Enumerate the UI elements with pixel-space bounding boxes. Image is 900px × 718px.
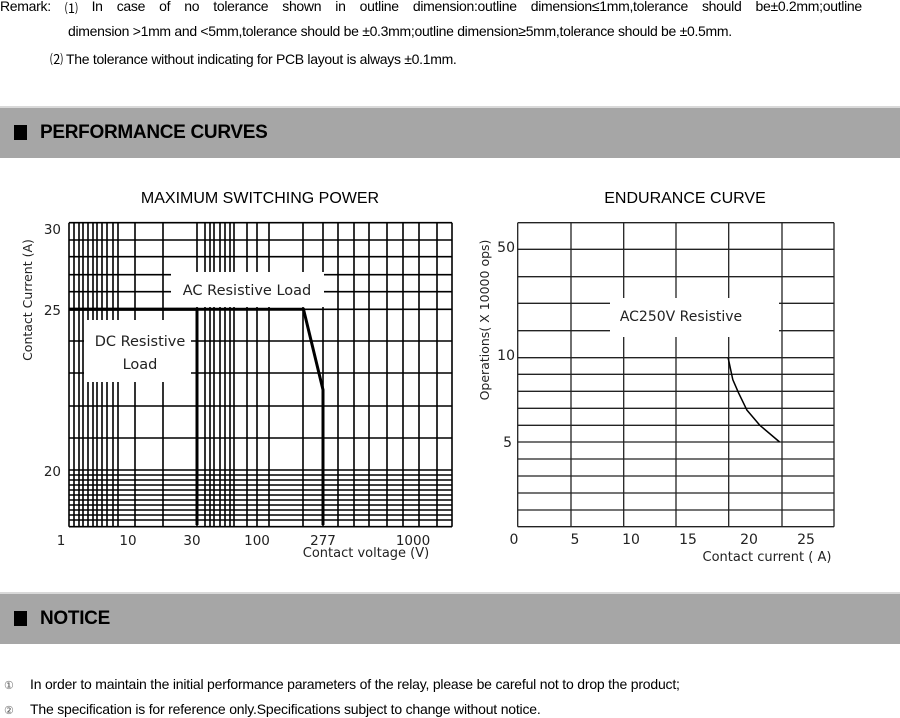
annotation-background xyxy=(610,298,779,337)
annotation-load: Load xyxy=(123,357,158,373)
remark-marker-2: ⑵ xyxy=(50,52,63,67)
x-tick-label: 10 xyxy=(119,533,136,549)
x-tick-label: 15 xyxy=(679,532,697,548)
y-axis-label: Operations( X 10000 ops) xyxy=(477,240,492,401)
y-tick-label: 10 xyxy=(497,348,515,364)
notice-header: NOTICE xyxy=(0,592,900,644)
performance-curves-header: PERFORMANCE CURVES xyxy=(0,106,900,158)
x-tick-label: 5 xyxy=(571,532,580,548)
annotation-background xyxy=(84,320,191,382)
y-axis-label: Contact Current (A) xyxy=(20,239,35,361)
grid xyxy=(517,222,835,528)
endurance-curve-line xyxy=(727,357,781,443)
x-tick-label: 20 xyxy=(740,532,758,548)
remark-word: of xyxy=(159,0,171,14)
remark-word: outline xyxy=(359,0,399,14)
remark-line-2: dimension >1mm and <5mm,tolerance should… xyxy=(68,23,732,39)
y-tick-label: 30 xyxy=(44,222,61,238)
notice-item-2-text: The specification is for reference only.… xyxy=(30,701,541,717)
x-tick-label: 1 xyxy=(57,533,66,549)
remark-word: no xyxy=(184,0,200,14)
max-switching-power-chart: MAXIMUM SWITCHING POWER Contact Current … xyxy=(20,190,453,561)
annotation-background xyxy=(171,272,324,307)
remark-word: be±0.2mm;outline xyxy=(755,0,863,14)
annotation-ac250v-resistive: AC250V Resistive xyxy=(620,309,742,325)
remark-marker-1: ⑴ xyxy=(64,1,78,16)
x-tick-label: 277 xyxy=(310,533,336,549)
x-axis-label: Contact current ( A) xyxy=(703,550,832,565)
x-tick-label: 1000 xyxy=(396,533,430,549)
x-tick-label: 100 xyxy=(244,533,270,549)
chart-title: ENDURANCE CURVE xyxy=(604,190,766,207)
notice-item-1-text: In order to maintain the initial perform… xyxy=(30,676,680,692)
annotation-dc-resistive: DC Resistive xyxy=(95,334,186,350)
square-bullet-icon xyxy=(14,125,27,140)
section-title: PERFORMANCE CURVES xyxy=(40,122,268,143)
remark-line-1: Remark: ⑴ In case of no tolerance shown in outl… xyxy=(0,0,862,17)
x-tick-label: 10 xyxy=(622,532,640,548)
x-tick-label: 0 xyxy=(510,532,519,548)
curve-line xyxy=(69,307,325,526)
annotation-ac-resistive-load: AC Resistive Load xyxy=(183,283,312,299)
endurance-curve-chart: ENDURANCE CURVE Operations( X 10000 ops)… xyxy=(477,190,835,565)
section-title: NOTICE xyxy=(40,608,110,629)
x-tick-label: 25 xyxy=(797,532,815,548)
remark-word: dimension:outline xyxy=(412,0,517,14)
remark-word: case xyxy=(116,0,146,14)
remark-word: in xyxy=(335,0,346,14)
notice-marker: ② xyxy=(4,705,14,717)
y-tick-label: 5 xyxy=(503,435,512,451)
x-axis-label: Contact voltage (V) xyxy=(303,546,429,561)
notice-item-2: ② xyxy=(4,701,14,717)
remark-word: In xyxy=(91,0,103,14)
y-tick-label: 50 xyxy=(497,240,515,256)
square-bullet-icon xyxy=(14,611,27,626)
remark-word: dimension≤1mm,tolerance xyxy=(530,0,689,14)
remark-prefix: Remark: xyxy=(0,0,51,14)
x-tick-label: 30 xyxy=(183,533,200,549)
notice-marker: ① xyxy=(4,680,14,692)
y-tick-label: 20 xyxy=(44,464,61,480)
remark-word: shown xyxy=(282,0,322,14)
remark-word: tolerance xyxy=(213,0,269,14)
y-tick-label: 25 xyxy=(44,303,61,319)
remark-item-2: ⑵ The tolerance without indicating for P… xyxy=(50,49,457,68)
notice-item-1: ① xyxy=(4,676,14,692)
remark-word: should xyxy=(701,0,742,14)
remark-item-2-text: The tolerance without indicating for PCB… xyxy=(66,51,457,67)
chart-title: MAXIMUM SWITCHING POWER xyxy=(141,190,379,207)
